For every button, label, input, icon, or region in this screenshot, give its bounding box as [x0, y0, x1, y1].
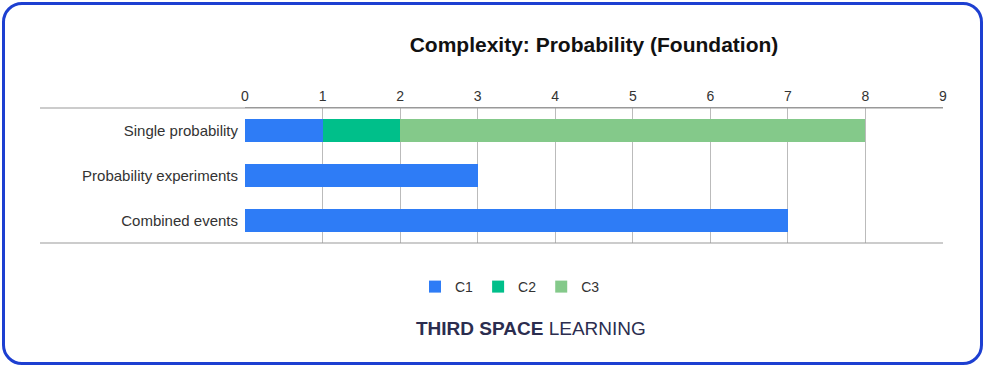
svg-text:C3: C3	[581, 279, 599, 295]
svg-text:0: 0	[241, 88, 249, 104]
svg-text:C1: C1	[455, 279, 473, 295]
svg-text:2: 2	[396, 88, 404, 104]
svg-text:Probability experiments: Probability experiments	[82, 167, 238, 184]
svg-text:Single probability: Single probability	[124, 122, 239, 139]
svg-text:9: 9	[939, 88, 947, 104]
svg-text:1: 1	[319, 88, 327, 104]
svg-text:Combined events: Combined events	[121, 212, 238, 229]
svg-text:5: 5	[629, 88, 637, 104]
svg-text:Complexity: Probability (Found: Complexity: Probability (Foundation)	[410, 33, 779, 56]
svg-text:8: 8	[862, 88, 870, 104]
svg-text:3: 3	[474, 88, 482, 104]
svg-text:7: 7	[784, 88, 792, 104]
svg-text:6: 6	[706, 88, 714, 104]
svg-text:4: 4	[551, 88, 559, 104]
svg-text:C2: C2	[518, 279, 536, 295]
svg-text:THIRD SPACE LEARNING: THIRD SPACE LEARNING	[416, 318, 646, 339]
